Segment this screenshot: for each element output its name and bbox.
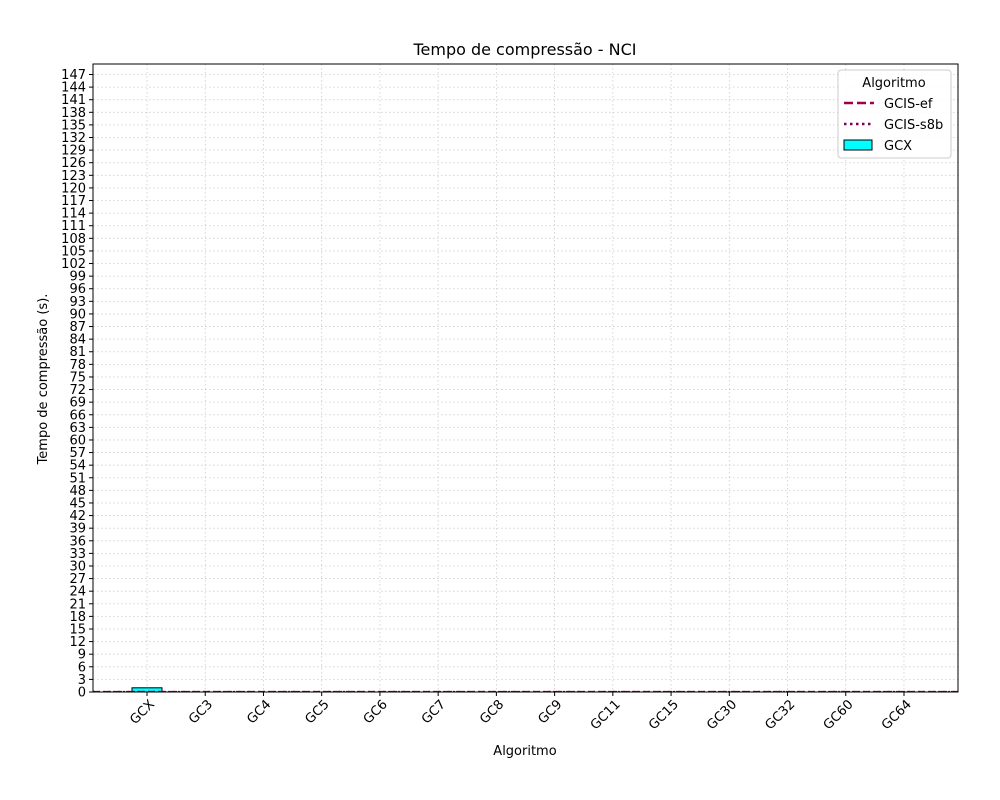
y-tick-label: 69: [69, 396, 86, 411]
y-tick-label: 114: [61, 207, 86, 222]
y-tick-label: 54: [69, 459, 86, 474]
y-tick-label: 141: [61, 93, 86, 108]
legend-label-gcis-s8b: GCIS-s8b: [884, 118, 943, 133]
y-tick-label: 126: [61, 156, 86, 171]
y-tick-label: 108: [61, 232, 86, 247]
y-tick-label: 132: [61, 131, 86, 146]
y-axis: 0369121518212427303336394245485154576063…: [61, 68, 93, 701]
y-tick-label: 6: [78, 660, 86, 675]
y-tick-label: 117: [61, 194, 86, 209]
legend-swatch-gcx: [843, 139, 873, 151]
y-tick-label: 84: [69, 333, 86, 348]
legend: Algoritmo GCIS-ef GCIS-s8b GCX: [837, 69, 952, 159]
y-tick-label: 51: [69, 471, 86, 486]
y-tick-label: 120: [61, 181, 86, 196]
y-tick-label: 87: [69, 320, 86, 335]
y-tick-label: 105: [61, 244, 86, 259]
y-tick-label: 81: [69, 345, 86, 360]
y-tick-label: 93: [69, 295, 86, 310]
y-tick-label: 48: [69, 484, 86, 499]
y-tick-label: 0: [78, 686, 86, 701]
y-tick-label: 15: [69, 622, 86, 637]
y-tick-label: 24: [69, 585, 86, 600]
y-tick-label: 147: [61, 68, 86, 83]
x-axis-label: Algoritmo: [493, 744, 556, 759]
y-tick-label: 138: [61, 106, 86, 121]
plot-area-frame: [92, 63, 959, 693]
y-tick-label: 33: [69, 547, 86, 562]
y-tick-label: 18: [69, 610, 86, 625]
y-tick-label: 99: [69, 270, 86, 285]
y-tick-label: 3: [78, 673, 86, 688]
y-tick-label: 57: [69, 446, 86, 461]
y-tick-label: 12: [69, 635, 86, 650]
y-tick-label: 45: [69, 496, 86, 511]
y-tick-label: 75: [69, 370, 86, 385]
legend-label-gcis-ef: GCIS-ef: [884, 97, 933, 112]
y-tick-label: 21: [69, 597, 86, 612]
y-tick-label: 129: [61, 144, 86, 159]
y-tick-label: 30: [69, 559, 86, 574]
y-tick-label: 135: [61, 118, 86, 133]
y-tick-label: 96: [69, 282, 86, 297]
y-tick-label: 9: [78, 648, 86, 663]
y-tick-label: 63: [69, 421, 86, 436]
y-tick-label: 144: [61, 81, 86, 96]
y-tick-label: 60: [69, 433, 86, 448]
y-tick-label: 66: [69, 408, 86, 423]
y-tick-label: 111: [61, 219, 86, 234]
y-axis-label: Tempo de compressão (s).: [36, 294, 51, 466]
y-tick-label: 90: [69, 307, 86, 322]
grid-layer: [93, 64, 958, 693]
chart-title: Tempo de compressão - NCI: [412, 40, 636, 59]
bar-layer: [131, 687, 163, 693]
y-tick-label: 42: [69, 509, 86, 524]
y-tick-label: 102: [61, 257, 86, 272]
legend-label-gcx: GCX: [884, 139, 912, 154]
legend-box: [837, 69, 952, 159]
bar-gcx: [131, 687, 163, 693]
y-tick-label: 39: [69, 522, 86, 537]
y-tick-label: 72: [69, 383, 86, 398]
y-tick-label: 36: [69, 534, 86, 549]
legend-title: Algoritmo: [862, 76, 925, 91]
y-tick-label: 123: [61, 169, 86, 184]
y-tick-label: 78: [69, 358, 86, 373]
y-tick-label: 27: [69, 572, 86, 587]
